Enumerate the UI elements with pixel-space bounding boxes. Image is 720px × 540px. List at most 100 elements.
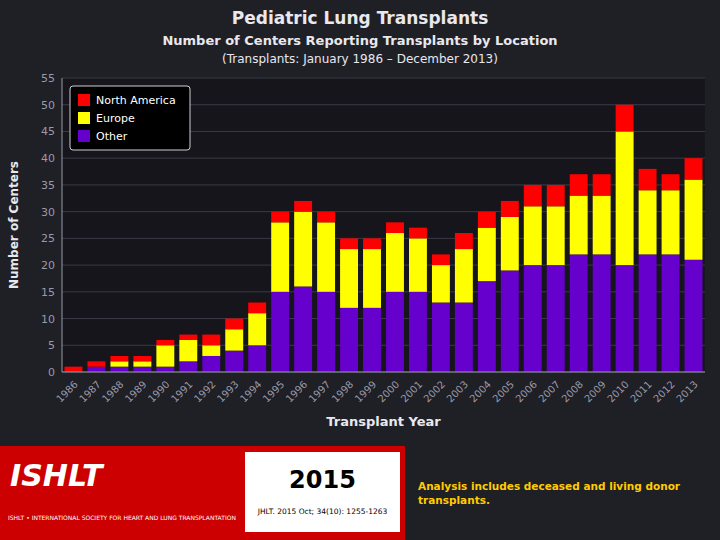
x-tick-label: 1989	[123, 379, 149, 405]
bar	[547, 265, 565, 372]
bar	[248, 303, 266, 314]
footer-ref: JHLT. 2015 Oct; 34(10): 1255-1263	[257, 507, 388, 516]
x-tick-label: 1987	[77, 379, 103, 405]
x-tick-label: 2008	[559, 379, 585, 405]
x-tick-label: 1998	[330, 379, 356, 405]
x-tick-label: 2011	[628, 379, 654, 405]
bar	[524, 265, 542, 372]
bar	[547, 206, 565, 265]
bar	[271, 292, 289, 372]
bar	[639, 254, 657, 372]
bar	[478, 212, 496, 228]
x-tick-label: 1994	[238, 379, 264, 405]
bar	[386, 292, 404, 372]
footer-tagline: ISHLT • INTERNATIONAL SOCIETY FOR HEART …	[8, 514, 236, 521]
x-tick-label: 1996	[284, 379, 310, 405]
bar	[662, 174, 680, 190]
bar	[409, 238, 427, 291]
x-axis	[62, 372, 705, 373]
bar	[110, 367, 128, 372]
bar	[110, 356, 128, 361]
bar	[616, 265, 634, 372]
bar	[685, 260, 703, 372]
x-tick-label: 2013	[674, 379, 700, 405]
y-tick-label: 5	[48, 339, 55, 352]
bar	[570, 174, 588, 195]
bar	[432, 265, 450, 302]
legend-swatch	[78, 130, 90, 142]
analysis-note-line: Analysis includes deceased and living do…	[418, 480, 681, 492]
legend-swatch	[78, 112, 90, 124]
bar	[662, 254, 680, 372]
bar	[225, 351, 243, 372]
y-tick-label: 20	[41, 259, 55, 272]
x-tick-label: 1999	[353, 379, 379, 405]
bar	[156, 340, 174, 345]
y-tick-label: 0	[48, 366, 55, 379]
x-tick-label: 2004	[467, 379, 493, 405]
bar	[455, 233, 473, 249]
y-axis-label: Number of Centers	[7, 161, 21, 289]
footer-logo: ISHLT	[10, 458, 105, 493]
x-tick-label: 2002	[421, 379, 447, 405]
bar	[225, 329, 243, 350]
y-tick-label: 30	[41, 206, 55, 219]
bar	[271, 222, 289, 291]
bar	[87, 367, 105, 372]
y-tick-label: 10	[41, 313, 55, 326]
bar	[317, 222, 335, 291]
y-tick-label: 25	[41, 232, 55, 245]
bar	[639, 190, 657, 254]
x-tick-label: 1993	[215, 379, 241, 405]
bar	[248, 313, 266, 345]
bar	[133, 356, 151, 361]
bar	[409, 292, 427, 372]
legend-box	[70, 86, 190, 150]
y-tick-label: 40	[41, 152, 55, 165]
bar	[685, 180, 703, 260]
x-tick-label: 2001	[399, 379, 425, 405]
y-tick-label: 45	[41, 125, 55, 138]
bar	[570, 196, 588, 255]
bar	[501, 270, 519, 372]
bar	[317, 212, 335, 223]
bar	[501, 201, 519, 217]
grid-line	[62, 158, 705, 159]
bar	[133, 367, 151, 372]
x-tick-label: 1997	[307, 379, 333, 405]
grid-line	[62, 372, 705, 373]
bar	[593, 254, 611, 372]
bar	[685, 158, 703, 179]
bar	[65, 367, 83, 372]
bar	[87, 361, 105, 366]
x-tick-label: 1986	[54, 379, 80, 405]
legend-label: Europe	[96, 112, 135, 125]
bar	[570, 254, 588, 372]
x-tick-label: 1991	[169, 379, 195, 405]
bar	[202, 335, 220, 346]
plot-area	[62, 78, 705, 372]
background	[0, 0, 720, 540]
x-tick-label: 1995	[261, 379, 287, 405]
bar	[455, 249, 473, 302]
bar	[478, 228, 496, 281]
bar	[133, 361, 151, 366]
bar	[156, 345, 174, 366]
footer-banner	[0, 446, 405, 540]
bar	[593, 196, 611, 255]
bar	[455, 303, 473, 372]
bar	[478, 281, 496, 372]
x-tick-label: 1988	[100, 379, 126, 405]
y-tick-label: 15	[41, 286, 55, 299]
bar	[294, 286, 312, 372]
bar	[363, 308, 381, 372]
x-tick-label: 2010	[605, 379, 631, 405]
x-tick-label: 2006	[513, 379, 539, 405]
bar	[616, 131, 634, 265]
legend-swatch	[78, 94, 90, 106]
bar	[110, 361, 128, 366]
bar	[179, 335, 197, 340]
legend: North AmericaEuropeOther	[70, 86, 190, 150]
title: Pediatric Lung Transplants	[232, 8, 489, 28]
bar	[340, 308, 358, 372]
